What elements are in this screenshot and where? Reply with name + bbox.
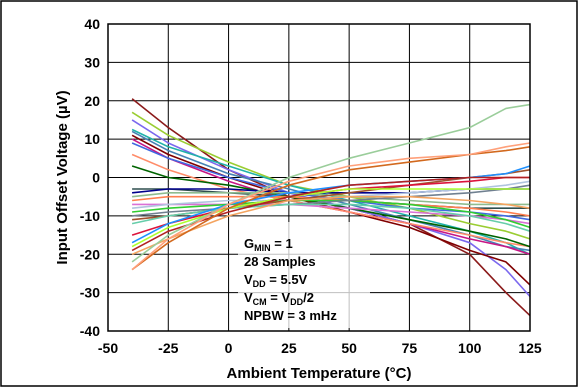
annotation-line: NPBW = 3 mHz <box>244 308 337 323</box>
y-tick-label: 10 <box>84 131 100 147</box>
y-tick-label: -30 <box>80 285 100 301</box>
y-tick-label: 30 <box>84 54 100 70</box>
annotation-background <box>238 222 370 328</box>
x-axis-label: Ambient Temperature (°C) <box>227 365 412 382</box>
y-tick-label: 0 <box>92 170 100 186</box>
x-tick-label: 25 <box>281 340 297 356</box>
y-tick-label: -20 <box>80 246 100 262</box>
x-tick-label: 0 <box>225 340 233 356</box>
x-tick-label: 75 <box>402 340 418 356</box>
y-tick-label: -40 <box>80 323 100 339</box>
x-tick-label: 125 <box>518 340 542 356</box>
annotation-line: GMIN = 1 <box>244 236 293 253</box>
series-line-28 <box>131 142 531 271</box>
series-line-20 <box>131 203 531 232</box>
series-line-15 <box>132 203 531 225</box>
series-line-26 <box>131 103 531 263</box>
y-axis-label: Input Offset Voltage (µV) <box>54 90 71 264</box>
y-tick-label: 20 <box>84 93 100 109</box>
plot-area-border <box>107 23 531 332</box>
y-tick-label: 40 <box>84 16 100 32</box>
series-line-18 <box>132 184 531 217</box>
series-line-23 <box>131 188 530 248</box>
annotation-line: VCM = VDD/2 <box>244 290 314 307</box>
x-tick-label: 50 <box>341 340 357 356</box>
series-line-27 <box>131 146 531 271</box>
x-tick-label: 100 <box>458 340 482 356</box>
series-line-9 <box>131 153 531 248</box>
x-tick-label: -50 <box>98 340 118 356</box>
annotation-line: VDD = 5.5V <box>244 272 308 289</box>
y-tick-label: -10 <box>80 208 100 224</box>
series-layer <box>131 98 531 317</box>
x-tick-label: -25 <box>158 340 178 356</box>
annotation-line: 28 Samples <box>244 254 316 269</box>
